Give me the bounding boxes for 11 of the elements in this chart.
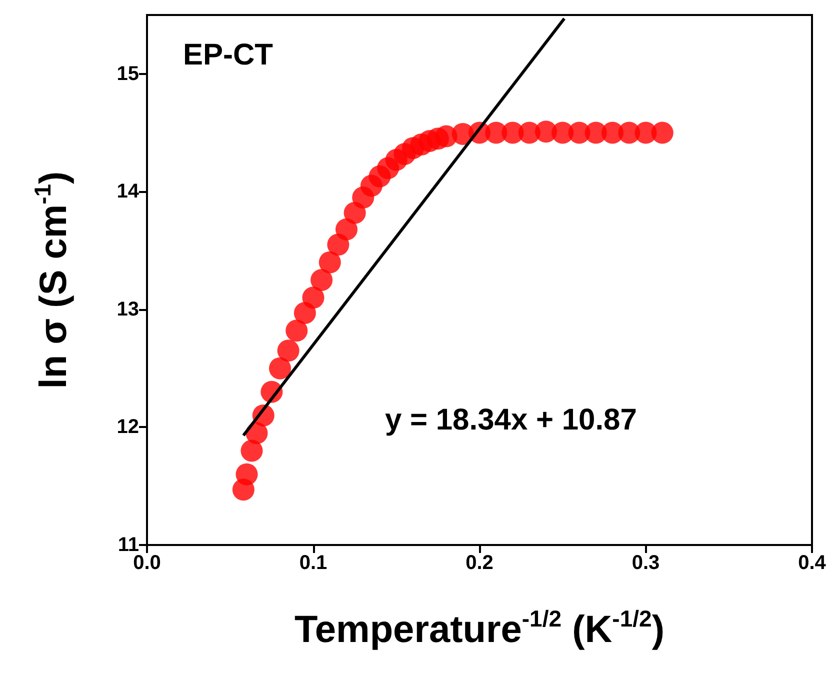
x-tick-label: 0.1 <box>299 552 328 574</box>
y-tick-label: 12 <box>116 416 139 438</box>
x-tick-label: 0.4 <box>798 552 827 574</box>
x-tick-label: 0.3 <box>632 552 660 574</box>
y-tick-label: 15 <box>116 62 139 85</box>
y-tick-label: 14 <box>116 180 140 203</box>
annotation: y = 18.34x + 10.87 <box>385 404 637 436</box>
x-tick-label: 0.2 <box>466 552 494 574</box>
y-axis-title: ln σ (S cm-1) <box>30 171 76 389</box>
annotation: EP-CT <box>183 38 273 72</box>
y-tick-label: 13 <box>116 298 139 320</box>
